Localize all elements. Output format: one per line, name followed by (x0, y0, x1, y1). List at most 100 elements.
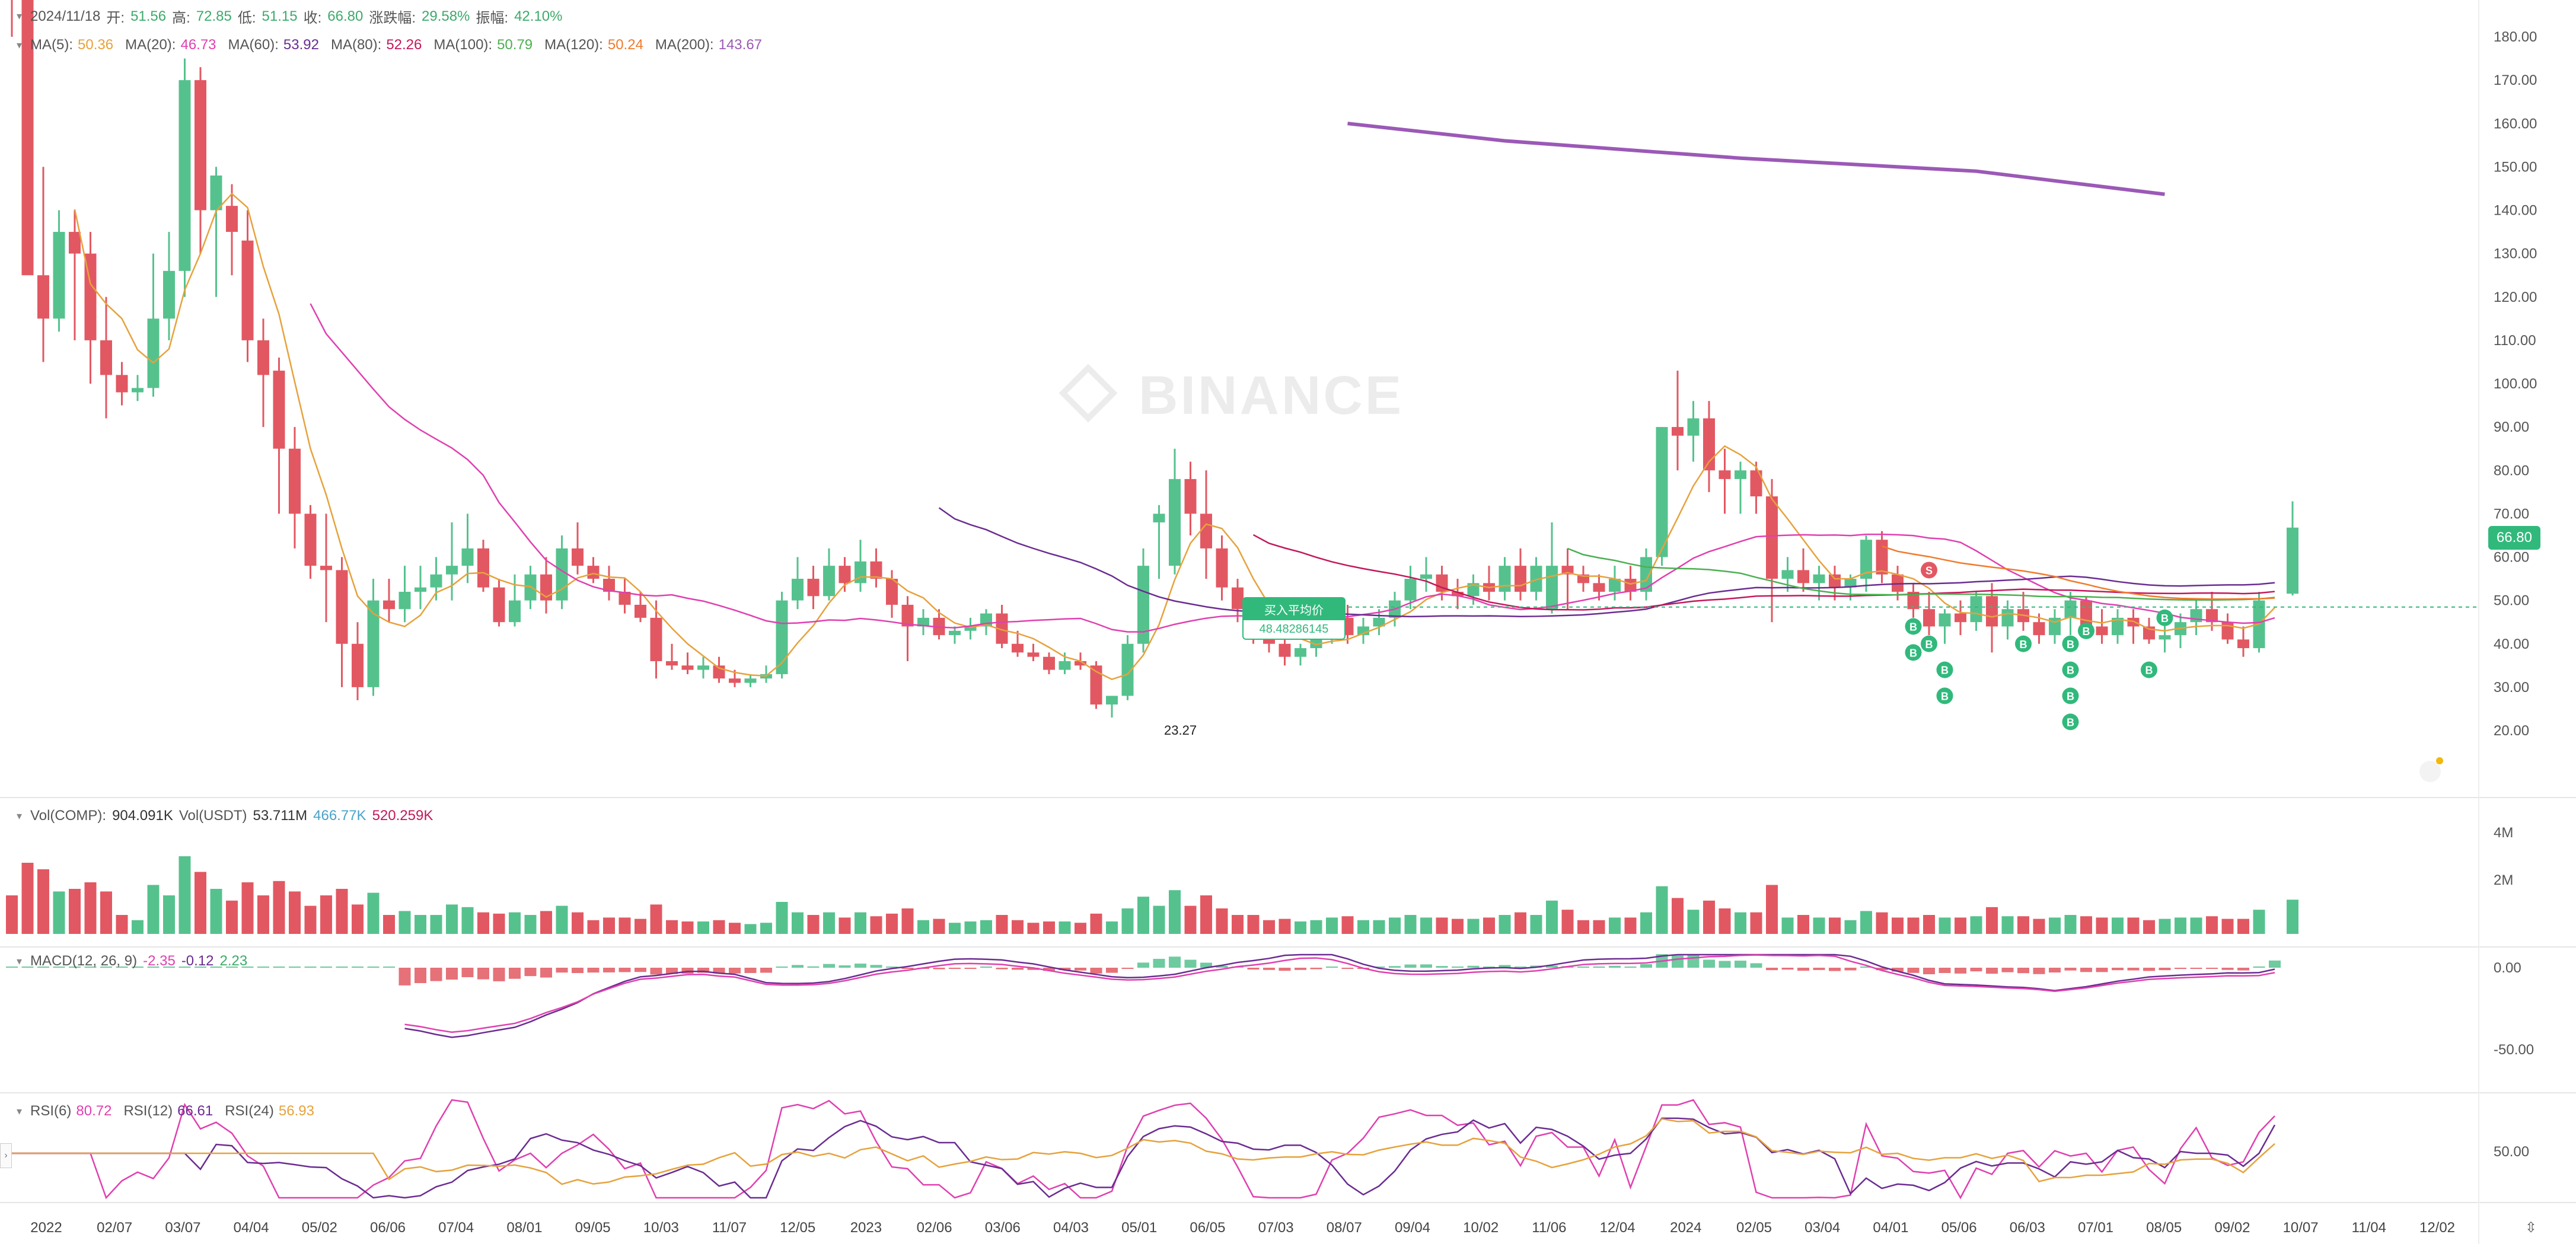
x-tick-label: 10/02 (1463, 1220, 1499, 1236)
volume-bar (917, 920, 929, 934)
macd-histogram-bar (839, 965, 851, 968)
volume-bar (100, 891, 112, 934)
vol-usdt-value: 53.711M (253, 808, 308, 824)
volume-bar (1876, 912, 1888, 934)
macd-histogram-bar (37, 967, 49, 968)
collapse-caret-icon[interactable]: ▾ (17, 39, 23, 51)
candle-body (1420, 574, 1432, 579)
volume-bar (1955, 917, 1966, 934)
macd-histogram-bar (792, 965, 804, 968)
ma-legend-label: MA(20): (125, 37, 176, 53)
volume-bar (1420, 917, 1432, 934)
candle-body (1467, 583, 1480, 597)
macd-histogram-bar (1797, 968, 1809, 971)
macd-histogram-bar (2221, 968, 2234, 970)
volume-bar (1137, 897, 1149, 934)
macd-tick-label: -50.00 (2494, 1042, 2534, 1058)
macd-histogram-bar (964, 968, 977, 969)
macd-histogram-bar (1153, 959, 1165, 968)
x-tick-label: 11/06 (1532, 1220, 1566, 1236)
macd-histogram-bar (949, 968, 961, 969)
candle-body (1672, 427, 1684, 436)
macd-histogram-bar (2159, 968, 2171, 971)
volume-bar (367, 892, 380, 934)
volume-bar (1452, 918, 1464, 934)
y-tick-label: 120.00 (2494, 289, 2537, 305)
macd-histogram-bar (2096, 968, 2108, 972)
macd-histogram-bar (1326, 967, 1338, 968)
buy-marker-label: B (2067, 639, 2074, 650)
macd-histogram-bar (1687, 955, 1700, 968)
collapse-caret-icon[interactable]: ▾ (17, 1105, 23, 1117)
volume-bar (1059, 921, 1071, 934)
macd-histogram-bar (1546, 965, 1558, 968)
candle-body (446, 566, 458, 575)
macd-histogram-bar (1027, 968, 1040, 970)
macd-histogram-bar (1216, 965, 1228, 968)
volume-bar (116, 915, 128, 934)
volume-bar (1672, 898, 1684, 934)
collapse-caret-icon[interactable]: ▾ (17, 955, 23, 967)
close-label: 收: (303, 10, 322, 26)
macd-histogram-bar (886, 967, 898, 968)
y-tick-label: 50.00 (2494, 593, 2529, 609)
volume-bar (2253, 910, 2265, 934)
y-tick-label: 110.00 (2494, 333, 2536, 349)
volume-bar (949, 923, 961, 934)
macd-histogram-bar (1121, 968, 1134, 969)
collapse-caret-icon[interactable]: ▾ (17, 10, 23, 22)
volume-bar (226, 900, 238, 934)
expand-left-icon[interactable]: › (0, 1143, 12, 1168)
macd-histogram-bar (509, 968, 521, 979)
notes-icon[interactable] (2419, 757, 2443, 782)
macd-histogram-bar (524, 968, 537, 977)
buy-marker-label: B (2067, 665, 2074, 677)
buy-marker-label: B (2161, 613, 2169, 624)
candle-body (1813, 574, 1825, 583)
volume-bar (1687, 910, 1700, 934)
macd-histogram-bar (493, 968, 505, 981)
ma100-line (1567, 547, 2275, 601)
y-tick-label: 150.00 (2494, 159, 2537, 175)
candle-body (1169, 479, 1181, 566)
x-tick-label: 08/07 (1327, 1220, 1362, 1236)
macd-histogram-bar (1640, 964, 1652, 968)
volume-bar (2206, 916, 2218, 934)
volume-bar (886, 913, 898, 934)
volume-bar (53, 891, 65, 934)
x-tick-label: 06/06 (370, 1220, 406, 1236)
ma-legend-label: MA(100): (433, 37, 493, 53)
candle-body (1059, 661, 1071, 670)
volume-bar (1577, 920, 1589, 934)
amplitude-label: 振幅: (476, 10, 509, 26)
volume-bar (2080, 916, 2092, 934)
volume-bar (681, 921, 694, 934)
volume-bar (6, 895, 18, 934)
macd-histogram-bar (1923, 968, 1935, 975)
macd-histogram-bar (257, 967, 269, 968)
volume-bar (1656, 886, 1668, 934)
collapse-caret-icon[interactable]: ▾ (17, 809, 23, 822)
candle-body (257, 340, 269, 375)
y-tick-label: 30.00 (2494, 680, 2529, 696)
macd-histogram-bar (2190, 968, 2202, 969)
macd-histogram-bar (1766, 968, 1778, 971)
volume-bar (807, 915, 820, 934)
candle-body (1797, 570, 1809, 583)
change-value: 29.58% (422, 8, 470, 24)
macd-histogram-bar (2237, 968, 2249, 971)
macd-histogram-bar (823, 964, 835, 968)
buy-marker-label: B (2067, 691, 2074, 703)
candle-body (1546, 566, 1558, 610)
axis-settings-icon[interactable]: ⇳ (2525, 1220, 2537, 1236)
candle-body (587, 566, 600, 579)
volume-bar (1326, 917, 1338, 934)
macd-histogram-bar (760, 968, 772, 973)
candle-body (1781, 570, 1794, 579)
volume-bar (2096, 917, 2108, 934)
volume-bar (1907, 917, 1920, 934)
ma200-line (1347, 122, 2165, 196)
candle-body (1137, 566, 1149, 644)
